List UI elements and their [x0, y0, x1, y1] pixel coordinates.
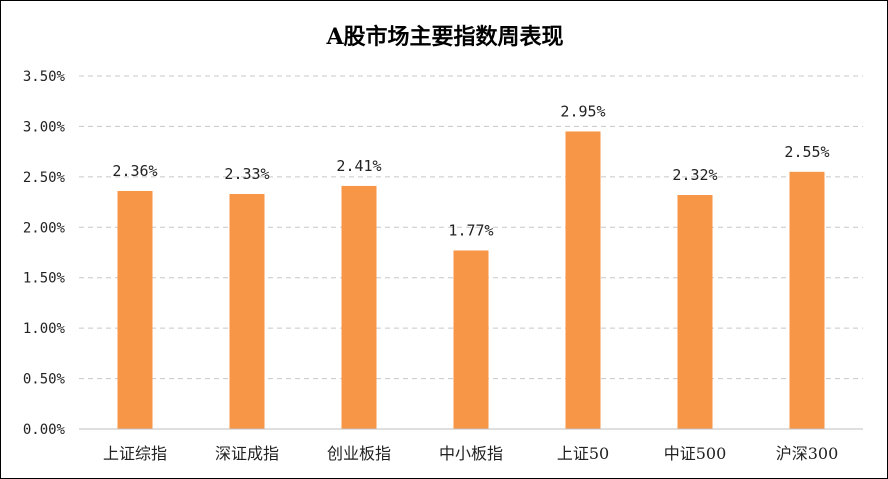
bar [677, 195, 713, 429]
chart-title: A股市场主要指数周表现 [325, 24, 563, 50]
x-category-label: 上证50 [557, 444, 609, 463]
y-tick-label: 3.50% [23, 69, 66, 85]
data-labels: 2.36% 2.33% 2.41% 1.77% 2.95% 2.32% 2.55% [112, 102, 829, 239]
bar [453, 250, 489, 429]
x-category-label: 中证500 [664, 444, 727, 463]
bars [117, 131, 825, 430]
x-category-label: 中小板指 [439, 444, 503, 463]
data-label: 2.33% [224, 165, 269, 183]
y-tick-label: 0.50% [23, 372, 66, 388]
bar [789, 171, 825, 430]
y-tick-label: 2.00% [23, 220, 66, 236]
bar [565, 131, 601, 429]
y-tick-label: 1.00% [23, 321, 66, 337]
bar [117, 190, 153, 429]
data-label: 2.32% [672, 166, 717, 184]
data-label: 2.36% [112, 162, 157, 180]
y-tick-label: 1.50% [23, 271, 66, 287]
y-tick-label: 2.50% [23, 170, 66, 186]
x-category-label: 沪深300 [776, 444, 839, 463]
x-axis-categories: 上证综指 深证成指 创业板指 中小板指 上证50 中证500 沪深300 [103, 444, 838, 463]
x-category-label: 上证综指 [103, 444, 167, 463]
y-axis-ticks: 0.00% 0.50% 1.00% 1.50% 2.00% 2.50% 3.00% 3.50% [23, 69, 66, 438]
x-category-label: 创业板指 [327, 444, 391, 463]
data-label: 2.55% [784, 143, 829, 161]
y-tick-label: 0.00% [23, 422, 66, 438]
x-category-label: 深证成指 [215, 444, 279, 463]
data-label: 1.77% [448, 221, 493, 239]
y-tick-label: 3.00% [23, 119, 66, 135]
data-label: 2.41% [336, 157, 381, 175]
bar [341, 185, 377, 429]
bar [229, 194, 265, 429]
data-label: 2.95% [560, 102, 605, 120]
